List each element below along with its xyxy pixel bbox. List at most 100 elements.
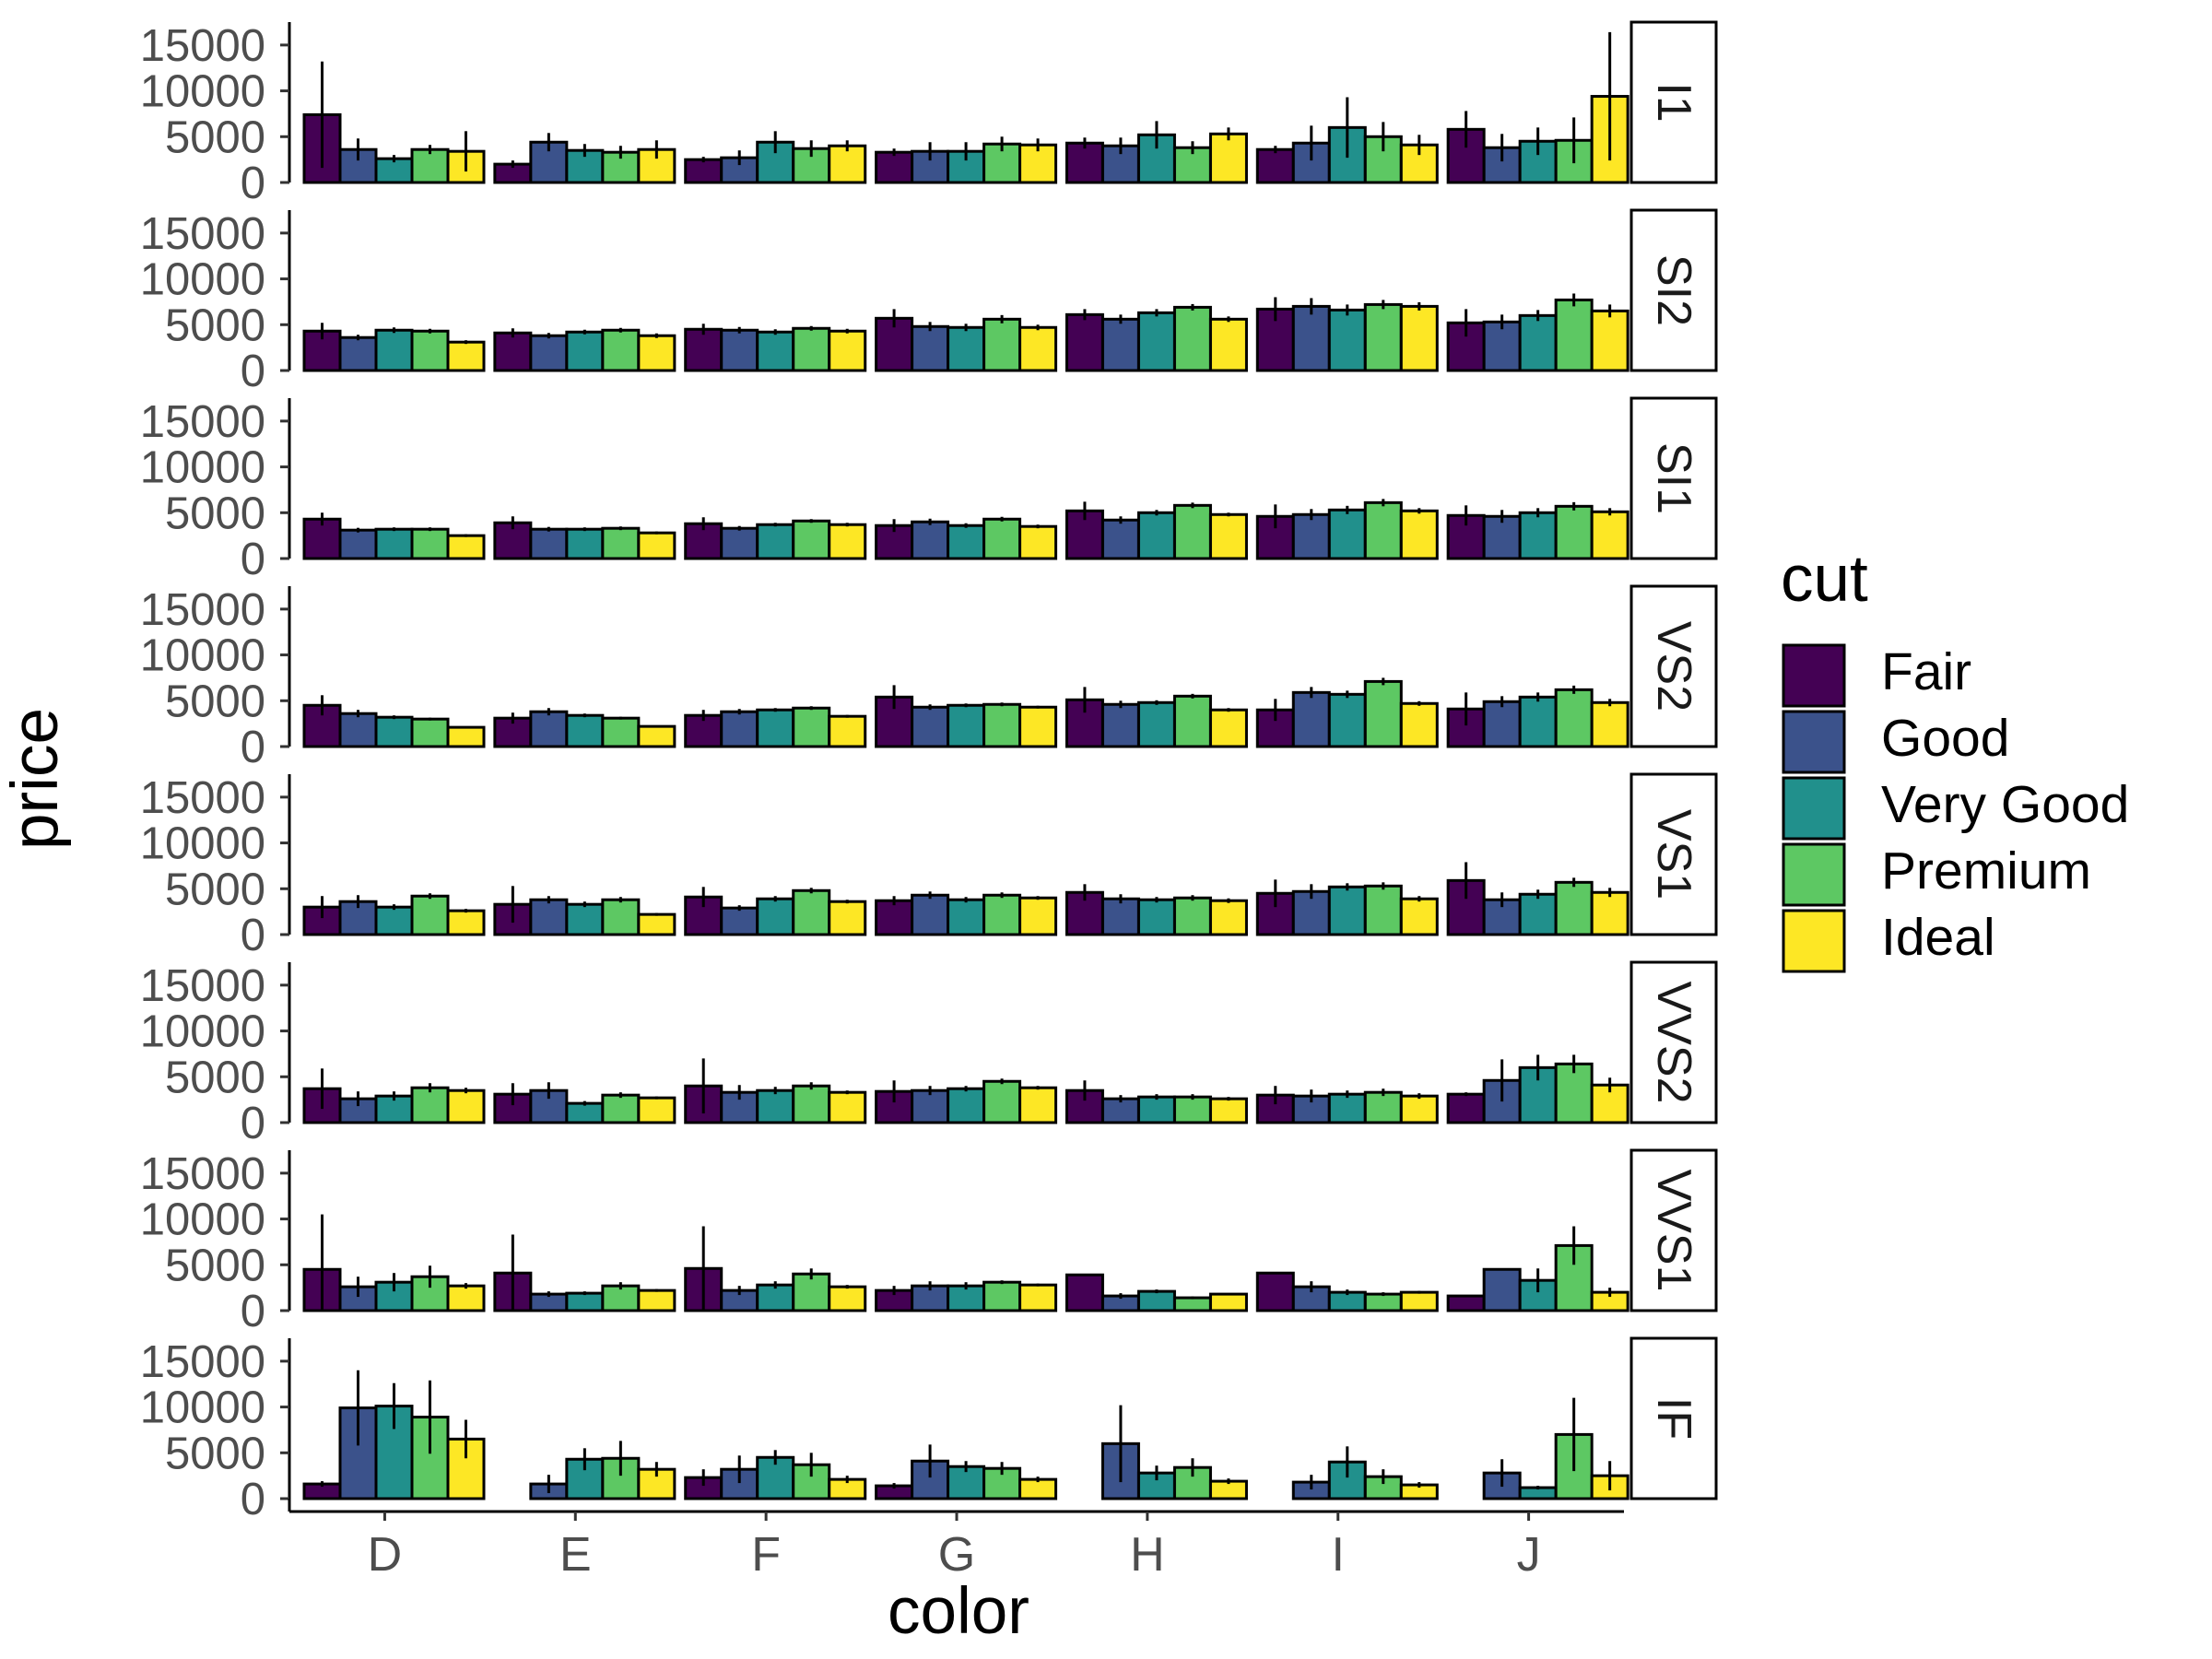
bar-vvs2-h-very-good — [1136, 1095, 1176, 1124]
bar-vs2-i-good — [1291, 690, 1331, 748]
y-tick-label: 5000 — [165, 488, 265, 538]
bar-si2-f-premium — [792, 326, 831, 372]
legend-label: Good — [1881, 709, 2009, 768]
bar-si2-d-ideal — [446, 340, 486, 372]
bar-vvs1-j-premium — [1554, 1243, 1594, 1312]
bar-vs2-i-ideal — [1399, 701, 1439, 748]
facet-strip — [1630, 208, 1718, 372]
y-tick-label: 15000 — [140, 1337, 265, 1387]
bar-vvs1-i-premium — [1363, 1292, 1403, 1312]
bar-i1-h-ideal — [1208, 132, 1248, 184]
bar-vvs2-e-very-good — [565, 1101, 605, 1124]
facet-strip-label: VVS2 — [1647, 982, 1700, 1104]
bar-si2-f-fair — [684, 327, 724, 372]
bar-si1-g-fair — [875, 524, 914, 560]
bar-vvs1-h-ideal — [1208, 1292, 1248, 1312]
bar-vvs1-g-ideal — [1018, 1283, 1058, 1312]
bar-if-f-good — [720, 1467, 759, 1500]
legend-label: Ideal — [1881, 908, 1995, 967]
bar-vs1-h-good — [1100, 897, 1140, 936]
y-tick-label: 5000 — [165, 300, 265, 350]
legend-key-premium — [1782, 842, 1846, 907]
y-tick-label: 10000 — [140, 67, 265, 117]
legend-label: Very Good — [1881, 775, 2129, 834]
y-tick-label: 15000 — [140, 21, 265, 71]
x-axis-title: color — [888, 1575, 1030, 1648]
bar-vs1-f-good — [720, 906, 759, 936]
bar-vs1-e-good — [529, 898, 569, 936]
x-tick-label: I — [1331, 1528, 1344, 1582]
y-tick-label: 15000 — [140, 961, 265, 1011]
bar-si1-f-very-good — [756, 523, 795, 560]
bar-si2-h-premium — [1172, 305, 1212, 372]
bar-vvs1-h-very-good — [1136, 1289, 1176, 1312]
bar-vvs2-i-ideal — [1399, 1094, 1439, 1124]
bar-vvs2-i-very-good — [1327, 1092, 1367, 1124]
facet-strip — [1630, 960, 1718, 1124]
bar-vvs2-i-premium — [1363, 1090, 1403, 1124]
y-tick-label: 5000 — [165, 112, 265, 162]
y-tick-label: 10000 — [140, 1007, 265, 1057]
bar-vs2-h-premium — [1172, 694, 1212, 748]
facet-strip-label: VS2 — [1647, 621, 1700, 712]
bar-si2-g-very-good — [947, 325, 986, 372]
bar-si2-h-fair — [1065, 312, 1104, 372]
bar-vs2-e-premium — [601, 716, 641, 748]
bar-vs1-d-ideal — [446, 909, 486, 936]
bar-si1-d-premium — [410, 527, 450, 560]
y-tick-label: 0 — [241, 1099, 265, 1148]
bar-si1-d-ideal — [446, 534, 486, 560]
bar-vs2-g-premium — [982, 702, 1022, 748]
bar-vs1-j-premium — [1554, 880, 1594, 936]
bar-si2-i-premium — [1363, 302, 1403, 372]
bar-i1-f-fair — [684, 158, 724, 184]
y-tick-label: 15000 — [140, 585, 265, 635]
bar-si1-i-premium — [1363, 500, 1403, 560]
y-tick-label: 0 — [241, 347, 265, 396]
facet-strip-label: VS1 — [1647, 809, 1700, 900]
bar-vvs2-g-ideal — [1018, 1086, 1058, 1124]
y-tick-label: 10000 — [140, 819, 265, 869]
bar-si1-h-premium — [1172, 503, 1212, 560]
bar-si2-d-good — [338, 335, 378, 372]
bar-i1-d-premium — [410, 147, 450, 184]
bar-vvs2-f-ideal — [828, 1090, 867, 1124]
x-tick-label: F — [751, 1528, 781, 1582]
facet-strip-label: I1 — [1647, 82, 1700, 122]
bar-vs2-j-very-good — [1518, 695, 1558, 748]
bar-vs2-i-very-good — [1327, 692, 1367, 748]
bar-vs1-d-very-good — [374, 905, 414, 936]
bar-si1-j-very-good — [1518, 511, 1558, 560]
axis-layer: D E F G H I J — [288, 1499, 1624, 1582]
facet-strip — [1630, 20, 1718, 184]
bar-vvs2-e-ideal — [637, 1096, 677, 1124]
bar-vs2-e-good — [529, 710, 569, 748]
bar-vs1-h-ideal — [1208, 899, 1248, 936]
bar-vs1-h-very-good — [1136, 898, 1176, 936]
bar-si2-e-very-good — [565, 330, 605, 372]
facet-strip — [1630, 1336, 1718, 1500]
bar-vvs1-j-good — [1482, 1267, 1522, 1312]
bar-si1-f-premium — [792, 519, 831, 560]
bar-si2-e-good — [529, 334, 569, 372]
bar-si1-j-ideal — [1590, 510, 1630, 560]
legend-label: Premium — [1881, 841, 2091, 900]
bar-si2-e-ideal — [637, 334, 677, 372]
bar-vvs2-h-premium — [1172, 1095, 1212, 1124]
bar-vs1-e-premium — [601, 898, 641, 936]
bar-vvs2-j-fair — [1446, 1092, 1486, 1124]
bar-vvs2-h-ideal — [1208, 1097, 1248, 1124]
bar-vvs2-g-good — [911, 1088, 950, 1124]
bar-vvs2-d-premium — [410, 1086, 450, 1124]
bar-si1-f-ideal — [828, 523, 867, 560]
bar-vs1-f-premium — [792, 888, 831, 936]
bar-vs2-f-good — [720, 710, 759, 748]
bar-vvs1-g-very-good — [947, 1284, 986, 1312]
y-tick-label: 0 — [241, 1287, 265, 1336]
bar-si1-g-ideal — [1018, 524, 1058, 560]
bar-vvs2-f-very-good — [756, 1088, 795, 1124]
bar-vvs1-i-fair — [1255, 1271, 1295, 1312]
bar-vs2-f-very-good — [756, 708, 795, 748]
